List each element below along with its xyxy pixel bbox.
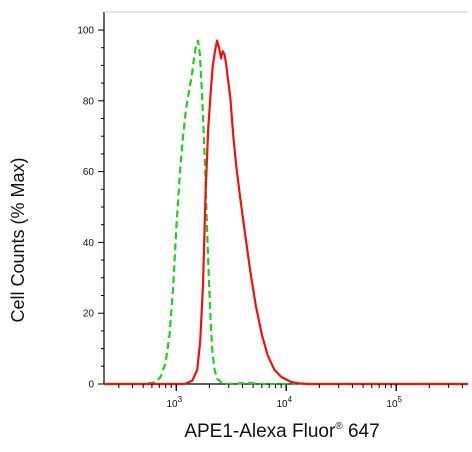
- x-axis-label-superscript: ®: [335, 421, 343, 432]
- control-histogram-line: [104, 39, 468, 386]
- y-axis-ticks: 0 20 40 60 80 100: [77, 26, 104, 391]
- x-tick-label: 104: [276, 395, 292, 410]
- x-tick-label-base: 10: [276, 399, 288, 410]
- plot-frame: [103, 11, 468, 385]
- sample-histogram-line: [104, 39, 468, 386]
- series-layer: [104, 39, 468, 386]
- x-axis-ticks: 103 104 105: [118, 384, 463, 410]
- x-axis-label-suffix: 647: [343, 421, 380, 442]
- x-axis-label-main: APE1-Alexa Fluor: [184, 421, 336, 442]
- x-tick-label-base: 10: [386, 399, 398, 410]
- x-tick-label-exponent: 3: [178, 395, 183, 404]
- y-tick-label: 80: [83, 96, 95, 107]
- y-tick-label: 40: [83, 238, 95, 249]
- y-tick-label: 20: [83, 309, 95, 320]
- x-tick-label-exponent: 5: [398, 395, 403, 404]
- y-tick-label: 60: [83, 167, 95, 178]
- y-tick-label: 0: [88, 380, 94, 391]
- x-axis-label: APE1-Alexa Fluor® 647: [184, 421, 379, 442]
- x-tick-label: 103: [167, 395, 183, 410]
- x-tick-label-exponent: 4: [288, 395, 293, 404]
- x-tick-label: 105: [386, 395, 402, 410]
- x-tick-label-base: 10: [167, 399, 179, 410]
- y-axis-label: Cell Counts (% Max): [8, 157, 28, 322]
- y-tick-label: 100: [77, 26, 94, 37]
